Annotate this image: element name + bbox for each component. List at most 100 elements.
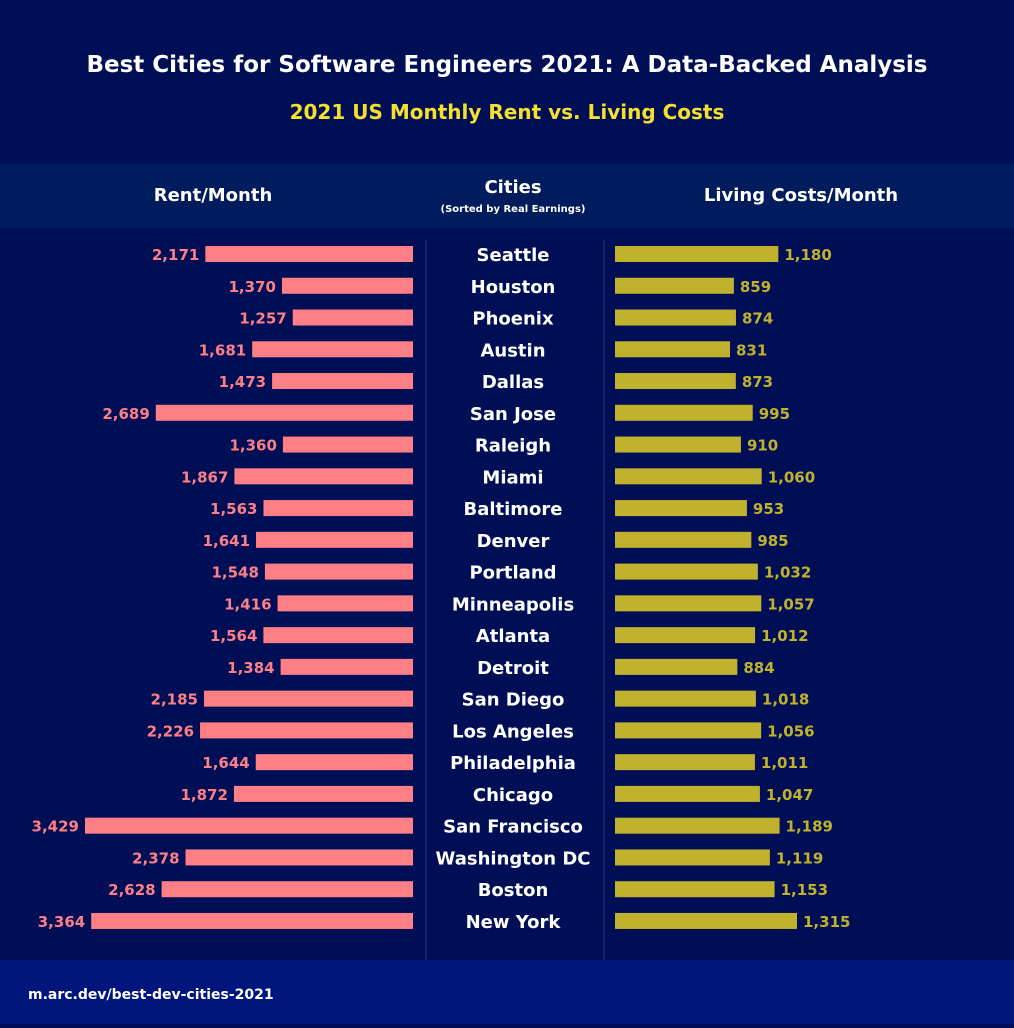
living-label: 1,018 [762, 691, 809, 709]
footer-band [0, 960, 1014, 1024]
city-label: San Francisco [443, 817, 583, 838]
living-bar [615, 817, 780, 834]
living-bar [615, 341, 731, 358]
living-bar [615, 690, 756, 707]
rent-label: 1,564 [210, 627, 257, 645]
living-label: 859 [740, 278, 771, 296]
rent-label: 1,257 [239, 310, 286, 328]
rent-bar [91, 912, 413, 929]
rent-bar [203, 690, 413, 707]
footer-url: m.arc.dev/best-dev-cities-2021 [28, 987, 274, 1003]
rent-label: 1,548 [211, 564, 258, 582]
rent-label: 1,384 [227, 659, 274, 677]
header-rent: Rent/Month [154, 185, 273, 206]
living-label: 1,189 [786, 818, 833, 836]
living-bar [615, 754, 755, 771]
rent-label: 2,689 [102, 405, 149, 423]
city-label: Minneapolis [452, 594, 574, 615]
city-label: Denver [477, 531, 550, 552]
header-cities-note: (Sorted by Real Earnings) [441, 204, 586, 215]
rent-label: 2,378 [132, 849, 179, 867]
living-bar [615, 404, 753, 421]
rent-label: 1,681 [199, 341, 246, 359]
rent-label: 1,867 [181, 468, 228, 486]
rent-bar [185, 849, 413, 866]
living-bar [615, 849, 770, 866]
living-label: 873 [742, 373, 773, 391]
living-label: 1,315 [803, 913, 850, 931]
rent-bar [161, 881, 413, 898]
city-label: Miami [482, 467, 543, 488]
living-bar [615, 309, 736, 326]
rent-bar [263, 500, 413, 517]
city-label: Baltimore [463, 499, 562, 520]
city-label: Detroit [477, 658, 549, 679]
living-bar [615, 500, 747, 517]
living-label: 1,011 [761, 754, 808, 772]
living-label: 1,153 [781, 881, 828, 899]
living-label: 910 [747, 437, 778, 455]
living-label: 985 [757, 532, 788, 550]
rent-label: 1,370 [228, 278, 275, 296]
rent-bar [205, 246, 413, 262]
rent-bar [280, 658, 413, 675]
rent-label: 2,185 [151, 691, 198, 709]
rent-bar [264, 563, 413, 580]
living-bar [615, 246, 779, 262]
living-bar [615, 373, 736, 390]
rent-label: 3,429 [32, 818, 79, 836]
living-label: 1,119 [776, 849, 823, 867]
rent-label: 1,473 [219, 373, 266, 391]
living-label: 1,060 [768, 468, 815, 486]
city-label: Dallas [482, 372, 544, 393]
living-bar [615, 468, 762, 485]
city-label: San Jose [470, 404, 556, 425]
living-bar [615, 563, 758, 580]
living-label: 1,032 [764, 564, 811, 582]
living-label: 1,057 [767, 595, 814, 613]
rent-label: 2,226 [147, 722, 194, 740]
city-label: Washington DC [436, 848, 591, 869]
rent-bar [263, 627, 413, 644]
rent-label: 1,641 [203, 532, 250, 550]
rent-bar [281, 277, 413, 294]
chart-subtitle: 2021 US Monthly Rent vs. Living Costs [290, 100, 725, 124]
living-label: 831 [736, 341, 767, 359]
chart-title: Best Cities for Software Engineers 2021:… [86, 52, 927, 78]
rent-label: 2,628 [108, 881, 155, 899]
city-label: Atlanta [476, 626, 550, 647]
header-living: Living Costs/Month [704, 185, 898, 206]
header-band [0, 164, 1014, 228]
living-bar [615, 912, 797, 929]
living-bar [615, 785, 760, 802]
city-label: Los Angeles [452, 721, 574, 742]
living-label: 874 [742, 310, 773, 328]
rent-label: 1,360 [229, 437, 276, 455]
city-label: Phoenix [472, 309, 554, 330]
city-label: Chicago [473, 785, 553, 806]
rent-bar [252, 341, 413, 358]
city-label: Boston [478, 880, 549, 901]
living-label: 1,047 [766, 786, 813, 804]
rent-bar [234, 468, 413, 485]
living-bar [615, 277, 734, 294]
rent-bar [282, 436, 413, 453]
rent-bar [256, 531, 413, 548]
rent-bar [277, 595, 413, 612]
rent-label: 3,364 [38, 913, 85, 931]
header-cities: Cities [484, 177, 541, 198]
city-label: Austin [480, 340, 545, 361]
living-bar [615, 627, 756, 644]
rent-label: 2,171 [152, 246, 199, 264]
living-bar [615, 722, 762, 739]
city-label: San Diego [462, 690, 565, 711]
rent-bar [85, 817, 413, 834]
city-label: Raleigh [475, 436, 551, 457]
living-label: 884 [743, 659, 774, 677]
living-label: 1,012 [761, 627, 808, 645]
living-bar [615, 436, 741, 453]
city-label: Philadelphia [450, 753, 576, 774]
rent-bar [155, 404, 413, 421]
living-label: 1,056 [767, 722, 814, 740]
